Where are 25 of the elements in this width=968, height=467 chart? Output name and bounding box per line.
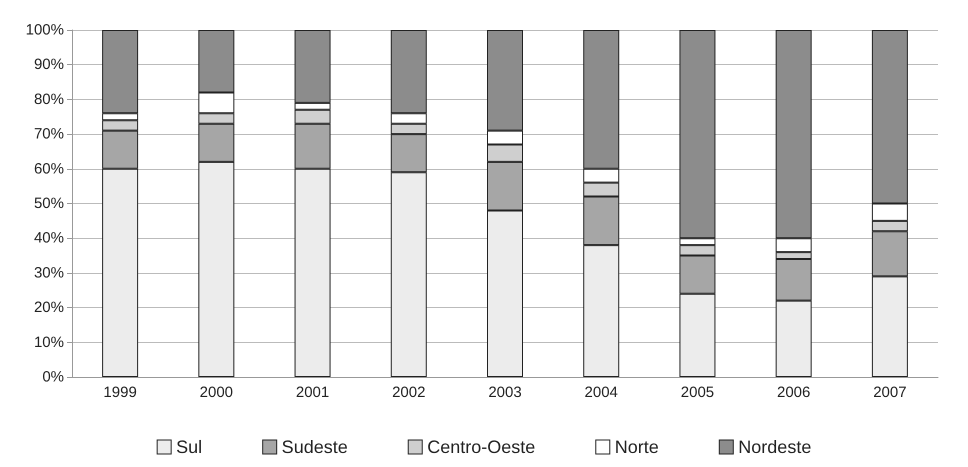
legend-label: Centro-Oeste bbox=[427, 437, 536, 457]
y-tick-label: 40% bbox=[34, 230, 64, 247]
y-tick-label: 50% bbox=[34, 195, 64, 212]
legend-label: Sul bbox=[176, 437, 202, 457]
y-tick-label: 0% bbox=[42, 368, 64, 386]
x-tick-label: 2005 bbox=[680, 384, 714, 401]
x-tick-label: 2007 bbox=[873, 384, 907, 401]
x-tick-label: 1999 bbox=[103, 384, 137, 401]
y-tick-label: 60% bbox=[34, 160, 64, 178]
y-tick-label: 80% bbox=[34, 90, 64, 108]
x-tick-label: 2001 bbox=[296, 384, 330, 401]
y-tick-label: 20% bbox=[34, 299, 64, 316]
x-tick-label: 2002 bbox=[392, 384, 426, 401]
y-tick-label: 90% bbox=[34, 56, 64, 74]
legend-label: Norte bbox=[614, 437, 659, 457]
x-tick-label: 2006 bbox=[776, 384, 810, 401]
y-tick-label: 70% bbox=[34, 126, 64, 143]
y-tick-label: 10% bbox=[34, 334, 64, 351]
x-tick-label: 2004 bbox=[584, 384, 618, 401]
x-tick-label: 2000 bbox=[200, 384, 234, 401]
legend-label: Nordeste bbox=[738, 437, 812, 457]
legend-label: Sudeste bbox=[282, 437, 348, 457]
x-tick-label: 2003 bbox=[488, 384, 522, 401]
y-tick-label: 30% bbox=[34, 264, 64, 282]
y-tick-label: 100% bbox=[26, 22, 64, 38]
